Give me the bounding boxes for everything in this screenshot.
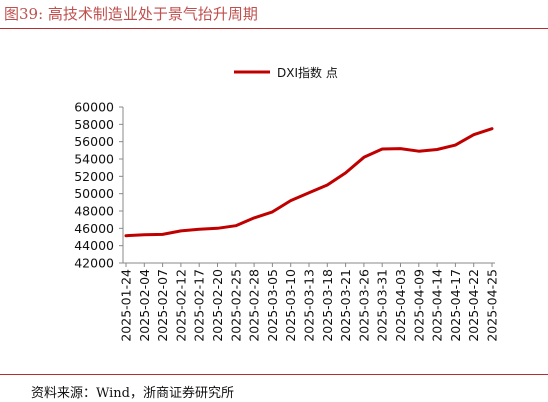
x-tick-label: 2025-04-17 bbox=[448, 269, 463, 342]
y-tick-label: 44000 bbox=[74, 238, 114, 253]
x-tick-label: 2025-04-03 bbox=[393, 269, 408, 342]
x-tick-label: 2025-03-21 bbox=[338, 269, 353, 342]
title-rule bbox=[0, 28, 548, 29]
y-tick-label: 42000 bbox=[74, 256, 114, 271]
x-tick-label: 2025-03-31 bbox=[375, 269, 390, 342]
y-tick-label: 52000 bbox=[74, 169, 114, 184]
source-rule bbox=[0, 374, 548, 375]
x-tick-label: 2025-02-20 bbox=[210, 269, 225, 342]
figure-title: 图39: 高技术制造业处于景气抬升周期 bbox=[4, 5, 258, 23]
x-tick-label: 2025-01-24 bbox=[119, 269, 134, 342]
x-tick-label: 2025-02-12 bbox=[173, 269, 188, 342]
x-tick-label: 2025-03-13 bbox=[302, 269, 317, 342]
y-tick-label: 48000 bbox=[74, 204, 114, 219]
x-tick-label: 2025-04-25 bbox=[485, 269, 500, 342]
x-tick-label: 2025-02-07 bbox=[155, 269, 170, 342]
x-tick-label: 2025-02-17 bbox=[192, 269, 207, 342]
source-note: 资料来源：Wind，浙商证券研究所 bbox=[31, 386, 234, 401]
x-tick-label: 2025-03-18 bbox=[320, 269, 335, 342]
legend-label: DXI指数 点 bbox=[277, 65, 338, 80]
x-tick-label: 2025-02-25 bbox=[228, 269, 243, 342]
legend: DXI指数 点 bbox=[234, 65, 338, 80]
y-tick-label: 58000 bbox=[74, 117, 114, 132]
x-tick-label: 2025-04-09 bbox=[411, 269, 426, 342]
y-tick-label: 56000 bbox=[74, 134, 114, 149]
x-tick-label: 2025-03-05 bbox=[265, 269, 280, 342]
x-tick-label: 2025-04-22 bbox=[466, 269, 481, 342]
tick-labels: 42000 44000 46000 48000 50000 52000 54000 56000… bbox=[74, 100, 499, 342]
x-tick-label: 2025-03-26 bbox=[356, 269, 371, 342]
y-tick-label: 46000 bbox=[74, 221, 114, 236]
series-line-dxi bbox=[124, 127, 494, 238]
x-tick-label: 2025-02-28 bbox=[247, 269, 262, 342]
x-tick-label: 2025-03-10 bbox=[283, 269, 298, 342]
y-tick-label: 60000 bbox=[74, 100, 114, 115]
y-tick-label: 54000 bbox=[74, 152, 114, 167]
axes bbox=[119, 106, 495, 267]
y-tick-label: 50000 bbox=[74, 186, 114, 201]
x-tick-label: 2025-04-14 bbox=[430, 269, 445, 342]
x-tick-label: 2025-02-04 bbox=[137, 269, 152, 342]
